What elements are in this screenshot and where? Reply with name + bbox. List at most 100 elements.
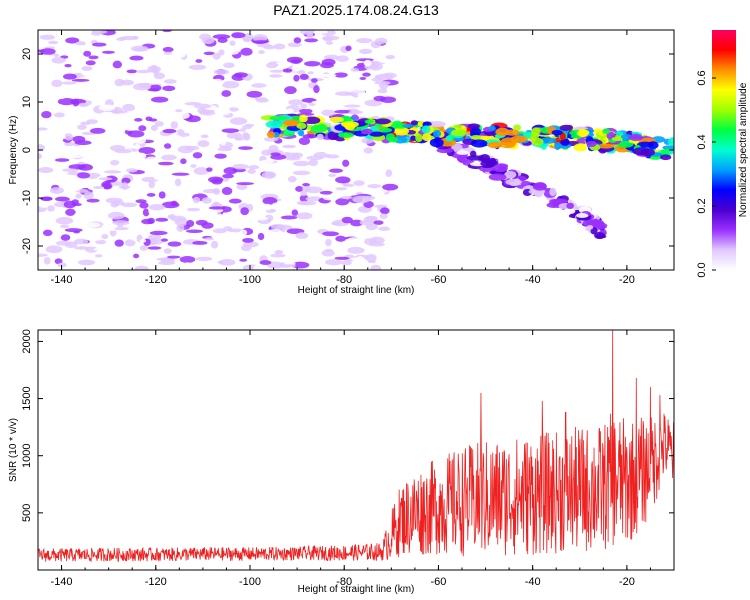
spectrogram-cell [300, 45, 310, 52]
spectrogram-cell [158, 261, 176, 266]
spectrogram-cell [365, 254, 377, 262]
spectrogram-cell [469, 150, 477, 158]
spectrogram-cell [148, 181, 156, 189]
spectrogram-cell [451, 143, 463, 153]
spectrogram-cell [586, 140, 597, 147]
spectrogram-cell [374, 37, 388, 45]
y-tick-label: 2000 [21, 329, 33, 353]
spectrogram-cell [134, 265, 149, 270]
spectrogram-cell [98, 104, 116, 111]
spectrogram-cell [276, 61, 288, 65]
spectrogram-cell [83, 50, 92, 57]
spectrogram-cell [647, 141, 659, 150]
x-tick-label: -40 [525, 274, 541, 286]
spectrogram-cell [55, 216, 74, 225]
spectrogram-cell [91, 83, 103, 89]
spectrogram-cell [71, 78, 90, 82]
spectrogram-cell [39, 48, 56, 55]
spectrogram-cell [505, 129, 520, 136]
spectrogram-cell [340, 195, 353, 200]
spectrogram-cell [234, 235, 245, 242]
spectrogram-cell [308, 159, 319, 167]
spectrogram-cell [219, 55, 228, 60]
spectrogram-cell [64, 241, 78, 249]
colorbar-tick-label: 0.6 [696, 70, 708, 85]
spectrogram-cell [120, 202, 138, 208]
spectrogram-cell [300, 103, 308, 109]
spectrogram-cell [410, 120, 418, 126]
spectrogram-cell [325, 238, 332, 247]
spectrogram-cell [93, 247, 109, 252]
spectrogram-cell [64, 113, 75, 118]
spectrogram-cell [470, 139, 488, 148]
spectrogram-cell [364, 99, 383, 107]
spectrogram-cell [487, 141, 503, 149]
spectrogram-cell [99, 154, 109, 161]
spectrogram-cell [211, 78, 224, 87]
spectrogram-cell [228, 107, 239, 112]
spectrogram-cell [64, 133, 74, 141]
spectrogram-cell [74, 212, 92, 216]
spectrogram-cell [248, 165, 260, 170]
spectrogram-cell [307, 71, 314, 75]
spectrogram-cell [136, 69, 152, 74]
spectrogram-cell [611, 136, 623, 142]
spectrogram-cell [380, 207, 390, 215]
spectrogram-cell [83, 191, 94, 200]
spectrogram-cell [549, 187, 557, 197]
spectrogram-cell [343, 104, 361, 108]
spectrogram-cell [162, 85, 176, 92]
y-tick-label: 10 [21, 96, 33, 108]
spectrogram-cell [270, 223, 285, 230]
spectrogram-cell [374, 166, 383, 172]
spectrogram-cell [321, 109, 336, 116]
spectrogram-cell [213, 69, 230, 75]
spectrogram-cell [293, 160, 310, 167]
spectrogram-cell [298, 137, 311, 146]
spectrogram-cell [217, 260, 226, 264]
spectrogram-cell [73, 238, 89, 245]
x-tick-label: -100 [239, 274, 261, 286]
spectrogram-cell [238, 146, 253, 150]
spectrogram-cell [244, 123, 255, 127]
spectrogram-cell [212, 52, 221, 60]
spectrogram-cell [375, 118, 391, 125]
spectrogram-cell [325, 89, 335, 97]
spectrogram-cell [302, 134, 318, 139]
spectrogram-cell [150, 96, 169, 103]
spectrogram-cell [364, 119, 374, 124]
spectrogram-cell [269, 74, 283, 78]
spectrogram-cell [174, 178, 182, 187]
spectrogram-cell [147, 246, 162, 250]
spectrogram-cell [132, 83, 151, 91]
spectrogram-cell [321, 35, 340, 41]
spectrogram-cell [359, 48, 373, 55]
spectrogram-cell [616, 140, 634, 148]
spectrogram-cell [134, 117, 143, 122]
colorbar-gradient [712, 30, 736, 270]
x-tick-label: -140 [51, 274, 73, 286]
spectrogram-cell [422, 121, 432, 127]
spectrogram-cell [260, 159, 275, 164]
spectrogram-cell [591, 220, 603, 225]
spectrogram-cell [322, 195, 340, 201]
spectrogram-cell [64, 228, 83, 233]
x-tick-label: -120 [145, 274, 167, 286]
spectrogram-cell [73, 56, 83, 64]
spectrogram-cell [260, 181, 279, 188]
spectrogram-cell [385, 54, 396, 60]
spectrogram-cell [81, 66, 93, 71]
spectrogram-cell [283, 119, 300, 127]
spectrogram-cell [269, 115, 287, 121]
spectrogram-cell [155, 217, 169, 222]
spectrogram-cell [323, 54, 339, 60]
spectrogram-cell [78, 102, 89, 108]
spectrogram-cell [304, 151, 311, 157]
spectrogram-cell [103, 127, 118, 131]
spectrogram-cell [195, 256, 213, 262]
spectrogram-cell [313, 85, 320, 94]
snr-x-label: Height of straight line (km) [298, 584, 415, 595]
spectrogram-cell [53, 112, 66, 118]
spectrogram-cell [66, 185, 80, 192]
